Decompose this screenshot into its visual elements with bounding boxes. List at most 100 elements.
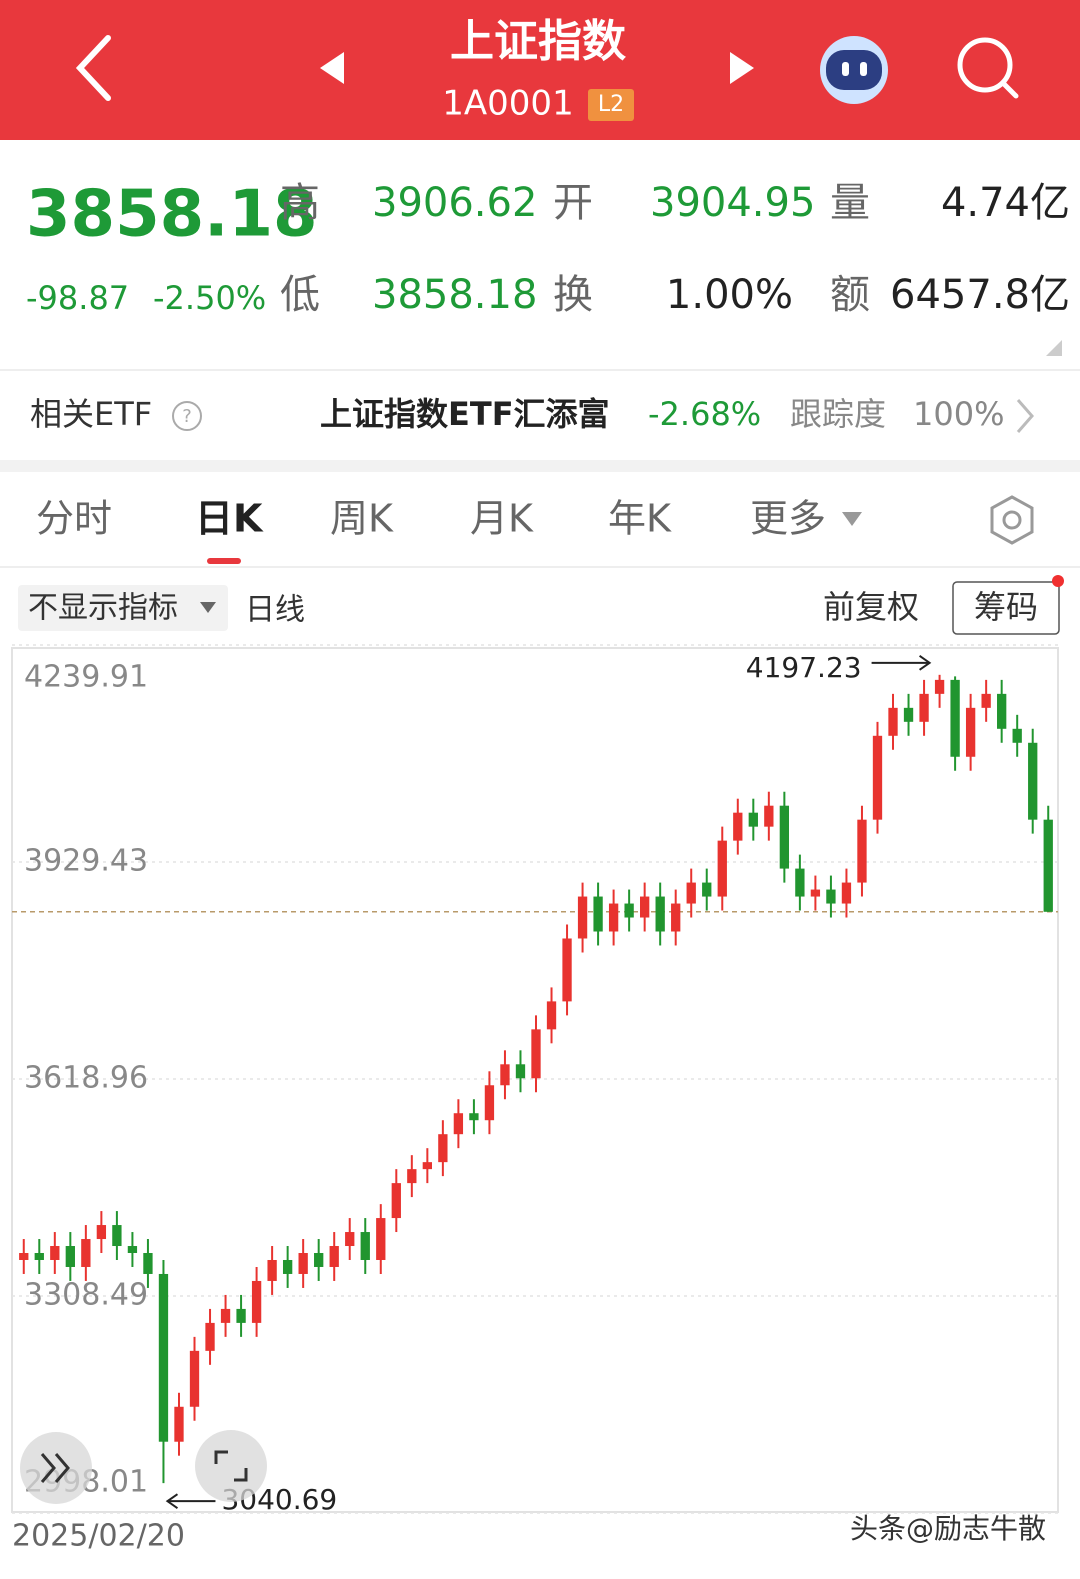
- header-code: 1A0001: [442, 84, 573, 124]
- back-button[interactable]: [75, 35, 111, 101]
- low-label: 低: [280, 272, 320, 318]
- amount-value: 6457.8亿: [890, 272, 1070, 318]
- tab[interactable]: 日K: [195, 497, 264, 541]
- max-label: 4197.23: [746, 651, 862, 684]
- adjust-button[interactable]: 前复权: [823, 588, 919, 626]
- tab-bar: 分时 日K 周K 月K 年K 更多: [36, 497, 826, 564]
- tab[interactable]: 分时: [36, 497, 112, 541]
- high-label: 高: [280, 180, 320, 226]
- candle-body: [407, 1169, 417, 1184]
- chips-button[interactable]: [952, 581, 1060, 635]
- candle-body: [422, 1162, 432, 1170]
- candle-body: [919, 693, 929, 722]
- candle-body: [360, 1232, 370, 1260]
- open-label: 开: [553, 180, 593, 226]
- chips-label: 筹码: [974, 588, 1038, 626]
- search-ring: [957, 37, 1013, 93]
- candle-body: [748, 812, 758, 827]
- amount-label: 额: [830, 272, 870, 318]
- etf-row[interactable]: 相关ETF ? 上证指数ETF汇添富 -2.68% 跟踪度 100%: [30, 395, 1034, 433]
- badge: [588, 89, 634, 121]
- candle-body: [546, 1001, 557, 1030]
- candle-body: [251, 1280, 262, 1323]
- candle-body: [888, 707, 898, 736]
- candle-body: [934, 679, 945, 694]
- fullscreen-button[interactable]: [195, 1430, 267, 1502]
- etf-label: 相关ETF: [30, 395, 152, 433]
- chart: 2998.013308.493618.963929.434239.914197.…: [12, 644, 1058, 1516]
- candle-body: [686, 882, 696, 904]
- candle-body: [577, 896, 588, 939]
- change: -98.87: [26, 279, 129, 317]
- assistant-face: [826, 50, 882, 90]
- candle-body: [857, 819, 867, 883]
- max-arrow-head: [919, 655, 932, 671]
- scroll-button[interactable]: [20, 1432, 92, 1504]
- settings-dot: [1002, 510, 1022, 530]
- section-gap: [0, 460, 1080, 472]
- fullscreen-bg: [195, 1430, 267, 1502]
- candle-body: [453, 1113, 464, 1135]
- y-tick-label: 3618.96: [24, 1061, 148, 1096]
- search-handle: [1000, 80, 1019, 99]
- select-arrow: [200, 602, 216, 613]
- candle-body: [314, 1253, 324, 1267]
- candle-body: [779, 805, 790, 869]
- candle-body: [205, 1322, 215, 1351]
- candle-body: [997, 693, 1007, 729]
- tab-underline: [207, 558, 241, 564]
- expand-corner[interactable]: [1046, 340, 1062, 356]
- settings-button[interactable]: [990, 495, 1034, 545]
- help-mark: ?: [182, 406, 192, 427]
- candle-body: [96, 1225, 107, 1240]
- scroll-chevron: [40, 1453, 56, 1483]
- chevron: [1016, 399, 1034, 433]
- scroll-bg: [20, 1432, 92, 1504]
- candle-body: [174, 1406, 184, 1442]
- candle-body: [950, 679, 960, 757]
- prev-button[interactable]: [320, 52, 344, 84]
- candle-body: [329, 1246, 339, 1267]
- candle-body: [267, 1259, 277, 1281]
- candle-body: [158, 1273, 169, 1442]
- tab[interactable]: 更多: [750, 497, 826, 541]
- header-title: 上证指数: [450, 16, 626, 67]
- candle-body: [903, 707, 914, 722]
- tab[interactable]: 年K: [608, 497, 672, 541]
- chart-frame: [11, 647, 1059, 1513]
- candle-body: [562, 938, 572, 1002]
- candle-body: [810, 889, 821, 897]
- y-tick-label: 4239.91: [24, 660, 148, 695]
- candle-body: [1043, 819, 1053, 912]
- candle-body: [531, 1029, 541, 1079]
- candle-body: [391, 1183, 401, 1219]
- candle-body: [127, 1246, 138, 1254]
- candle-body: [282, 1259, 293, 1274]
- candle-body: [376, 1218, 386, 1260]
- candle-body: [19, 1253, 29, 1260]
- candle-body: [764, 805, 774, 827]
- candle-body: [515, 1064, 526, 1079]
- candle-body: [608, 903, 619, 932]
- search-button[interactable]: [957, 37, 1019, 99]
- candle-body: [34, 1253, 44, 1260]
- indicator-select[interactable]: [18, 585, 228, 631]
- tab[interactable]: 周K: [330, 497, 394, 541]
- candle-body: [841, 882, 852, 904]
- candle-body: [655, 896, 665, 932]
- candle-body: [298, 1253, 308, 1274]
- candle-body: [717, 840, 727, 897]
- assistant-icon[interactable]: [820, 36, 888, 104]
- candle-body: [469, 1113, 479, 1121]
- etf-name: 上证指数ETF汇添富: [320, 395, 610, 433]
- volume-label: 量: [830, 180, 870, 226]
- next-button[interactable]: [730, 52, 754, 84]
- header-bar: [0, 0, 1080, 140]
- track-value: 100%: [913, 395, 1004, 433]
- turnover-value: 1.00%: [666, 272, 793, 318]
- notify-dot: [1052, 575, 1064, 587]
- candle-body: [981, 693, 991, 708]
- tab[interactable]: 月K: [470, 497, 534, 541]
